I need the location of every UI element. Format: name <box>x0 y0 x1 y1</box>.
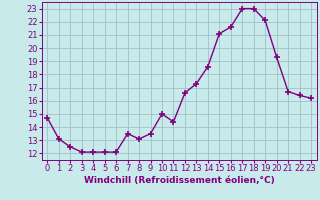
X-axis label: Windchill (Refroidissement éolien,°C): Windchill (Refroidissement éolien,°C) <box>84 176 275 185</box>
